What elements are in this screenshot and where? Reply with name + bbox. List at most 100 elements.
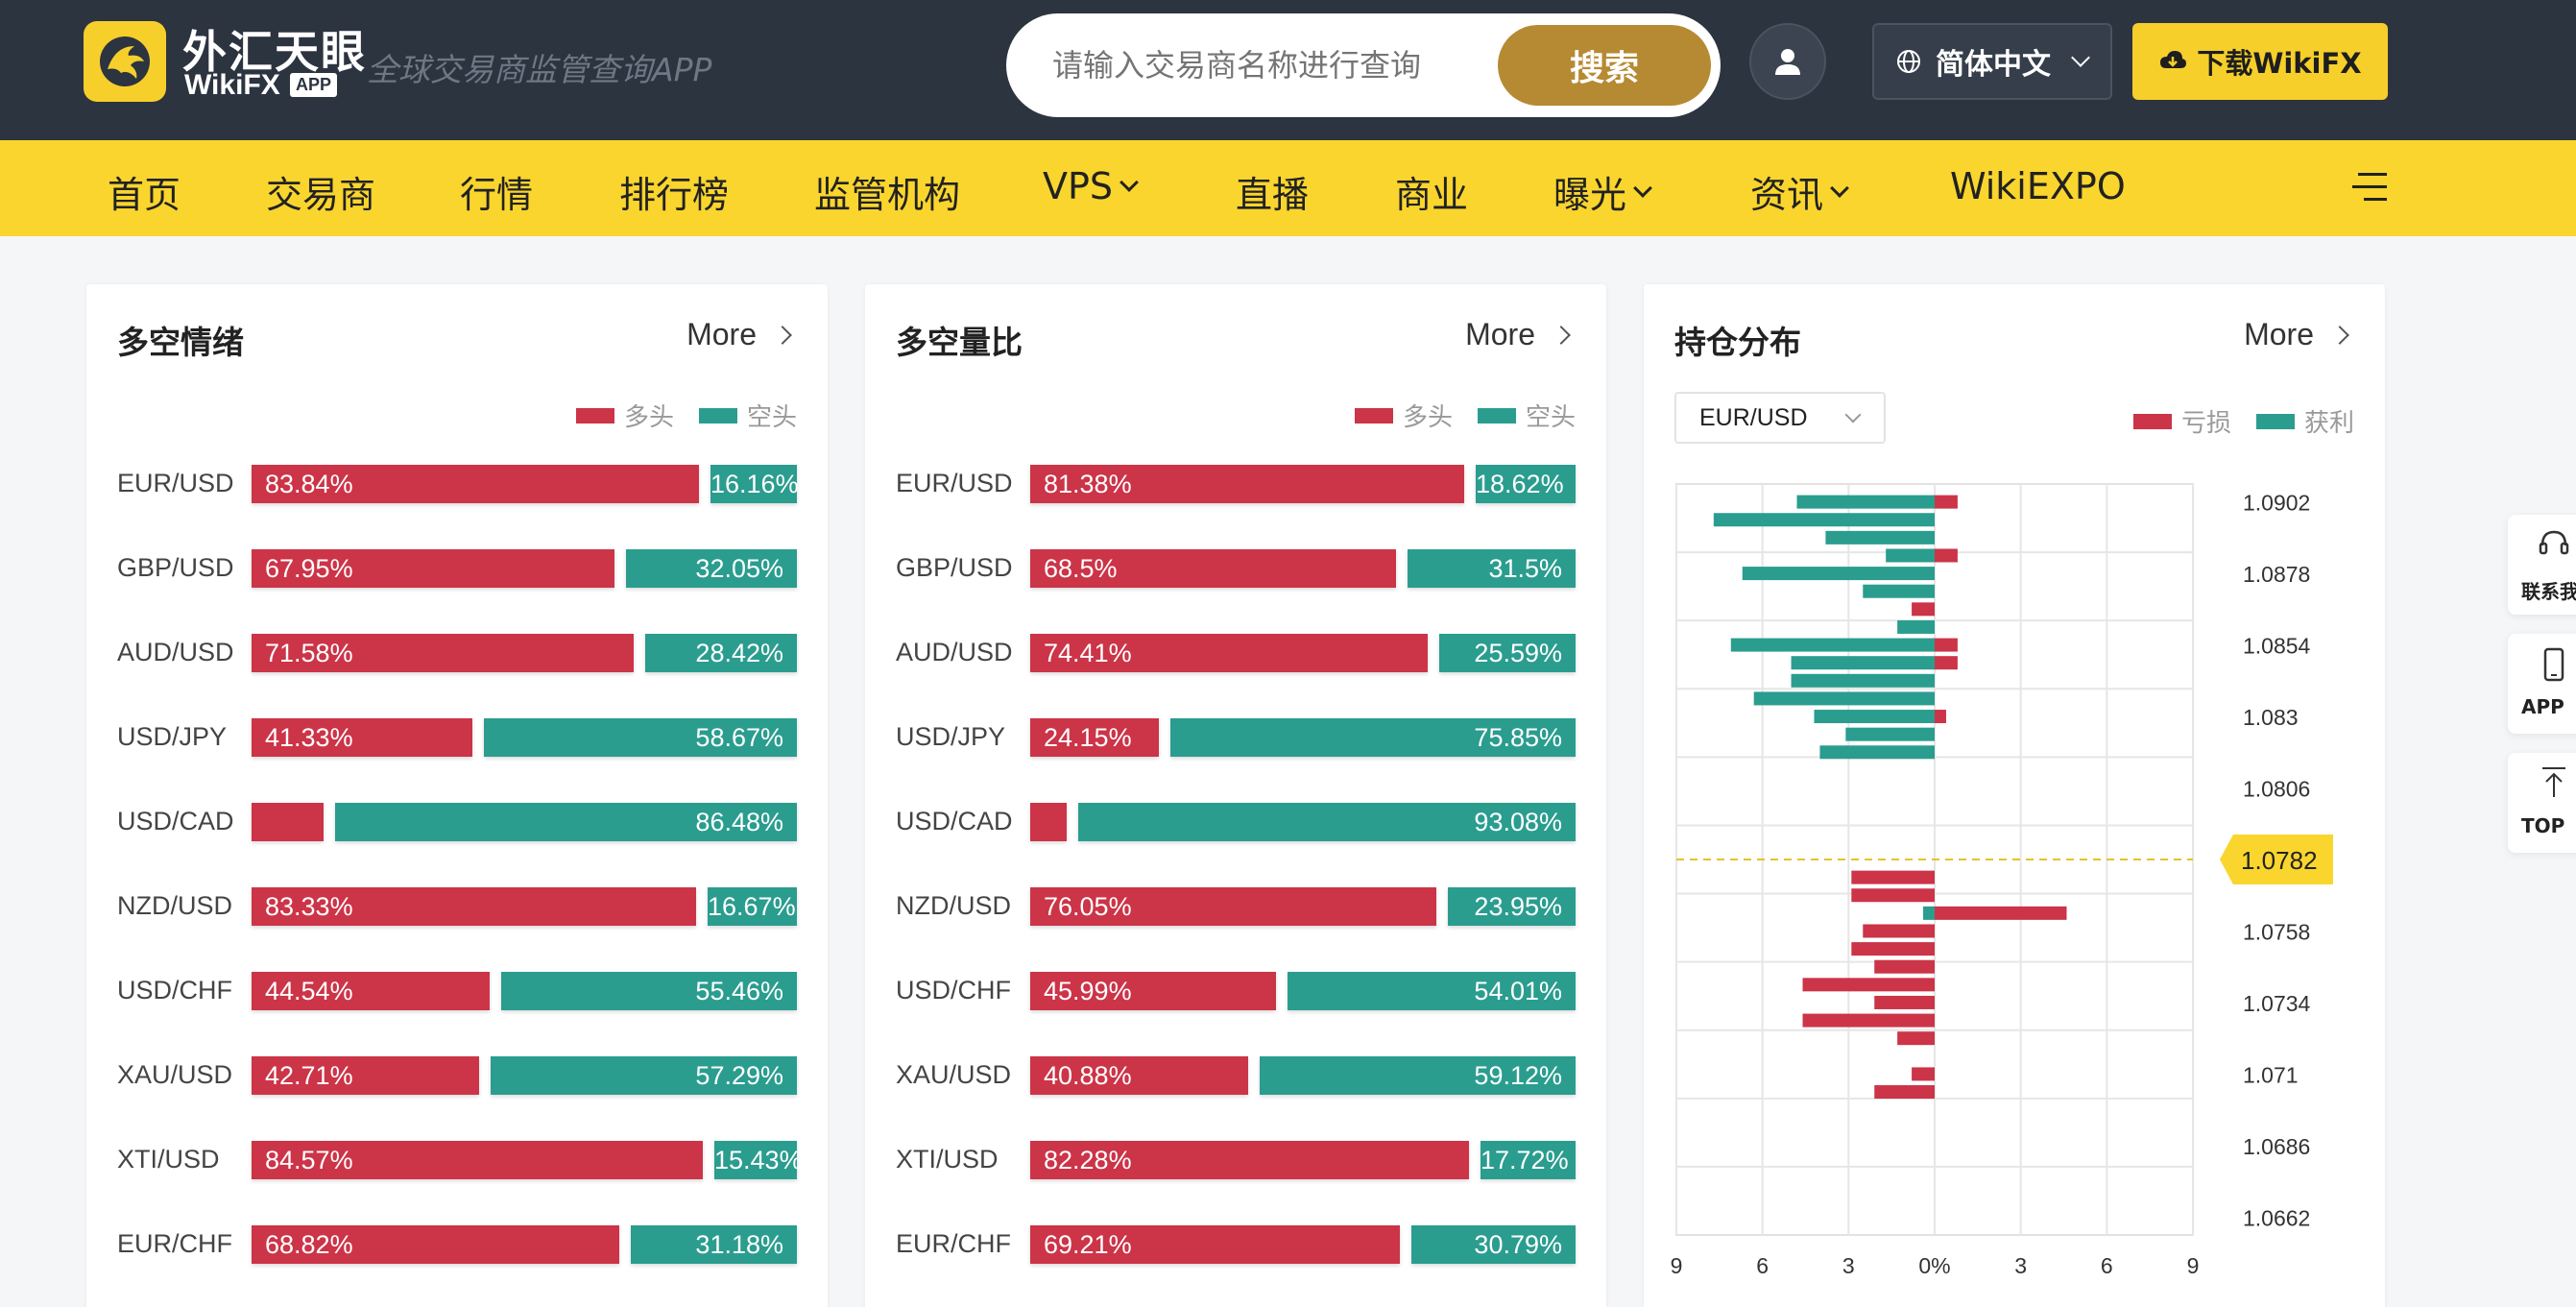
bar-row: USD/CAD 93.08% (865, 803, 1606, 841)
profit-bar (1897, 619, 1935, 634)
legend-swatch-loss (2132, 413, 2172, 429)
bar-row: GBP/USD 68.5% 31.5% (865, 549, 1606, 588)
long-bar (252, 803, 324, 841)
nav-label: 首页 (108, 174, 181, 216)
profit-bar (1730, 638, 1935, 652)
loss-bar (1802, 978, 1935, 992)
x-tick-label: 3 (1842, 1253, 1855, 1278)
menu-icon[interactable] (2352, 173, 2387, 202)
pair-label: EUR/USD (117, 469, 234, 497)
nav-item-live[interactable]: 直播 (1236, 165, 1309, 218)
x-tick-label: 3 (2014, 1253, 2027, 1278)
cloud-download-icon (2160, 51, 2187, 68)
positions-card: 持仓分布 More EUR/USD 亏损 获利 1.0782 1.0902 1.08… (1644, 284, 2385, 1307)
loss-bar (1935, 638, 1958, 652)
loss-bar (1802, 1013, 1935, 1028)
short-bar: 54.01% (1288, 972, 1576, 1010)
nav-item-vps[interactable]: VPS (1043, 165, 1139, 207)
legend-label-loss: 亏损 (2180, 409, 2231, 438)
search-button[interactable]: 搜索 (1498, 25, 1711, 106)
long-bar: 71.58% (252, 634, 634, 672)
search-input[interactable] (1052, 42, 1494, 88)
card-title: 持仓分布 (1674, 324, 1801, 361)
logo-title[interactable]: 外汇天眼 (182, 26, 367, 78)
loss-bar (1935, 495, 1958, 509)
logo-brand[interactable]: WikiFX (184, 69, 280, 101)
app-label: APP (2521, 695, 2564, 718)
back-to-top-widget[interactable]: TOP (2508, 753, 2576, 853)
pair-label: AUD/USD (896, 638, 1013, 666)
nav-item-wikiexpo[interactable]: WikiEXPO (1950, 165, 2126, 207)
pair-label: EUR/USD (896, 469, 1013, 497)
profit-bar (1791, 673, 1935, 688)
chevron-down-icon (1119, 173, 1139, 192)
bar-row: GBP/USD 67.95% 32.05% (86, 549, 828, 588)
search-box: 搜索 (1006, 13, 1721, 117)
nav-label: 曝光 (1553, 174, 1627, 216)
nav-item-business[interactable]: 商业 (1395, 165, 1468, 218)
x-tick-label: 6 (2101, 1253, 2113, 1278)
nav-item-home[interactable]: 首页 (108, 165, 181, 218)
bar-row: USD/JPY 41.33% 58.67% (86, 718, 828, 757)
y-tick-label: 1.0902 (2243, 491, 2310, 516)
language-selector[interactable]: 简体中文 (1872, 23, 2112, 100)
y-tick-label: 1.0758 (2243, 919, 2310, 944)
profit-bar (1742, 567, 1935, 581)
long-bar: 67.95% (252, 549, 614, 588)
nav-label: 监管机构 (814, 174, 961, 216)
user-button[interactable] (1749, 23, 1826, 100)
nav-item-market[interactable]: 行情 (460, 165, 533, 218)
loss-bar (1874, 959, 1935, 974)
nav-item-brokers[interactable]: 交易商 (266, 165, 375, 218)
more-label: More (686, 317, 757, 351)
profit-bar (1845, 727, 1935, 741)
chevron-down-icon (2071, 48, 2090, 67)
short-bar: 16.67% (708, 887, 797, 926)
profit-bar (1863, 584, 1935, 598)
nav-item-news[interactable]: 资讯 (1750, 165, 1849, 218)
nav-item-regulators[interactable]: 监管机构 (814, 165, 960, 218)
more-link[interactable]: More (686, 317, 792, 352)
loss-bar (1935, 710, 1946, 724)
profit-bar (1819, 745, 1935, 760)
profit-bar (1796, 495, 1935, 509)
language-label: 简体中文 (1936, 48, 2051, 82)
app-widget[interactable]: APP (2508, 634, 2576, 734)
pair-label: EUR/CHF (117, 1229, 232, 1258)
short-bar: 16.16% (710, 465, 799, 503)
symbol-select[interactable]: EUR/USD (1674, 392, 1886, 444)
legend: 亏损 获利 (2132, 403, 2354, 439)
loss-bar (1851, 870, 1935, 884)
short-bar: 30.79% (1411, 1225, 1576, 1264)
download-label: 下载WikiFX (2197, 47, 2362, 80)
short-bar: 18.62% (1476, 465, 1576, 503)
long-bar: 42.71% (252, 1056, 479, 1095)
bar-row: AUD/USD 74.41% 25.59% (865, 634, 1606, 672)
legend-label-short: 空头 (1525, 403, 1576, 432)
main-nav: 首页 交易商 行情 排行榜 监管机构 VPS 直播 商业 曝光 资讯 WikiE… (0, 140, 2576, 236)
long-bar: 40.88% (1030, 1056, 1248, 1095)
y-tick-label: 1.0878 (2243, 562, 2310, 587)
legend-label-profit: 获利 (2303, 409, 2354, 438)
nav-item-ranking[interactable]: 排行榜 (619, 165, 729, 218)
more-link[interactable]: More (2244, 317, 2349, 352)
profit-bar (1814, 710, 1935, 724)
short-bar: 23.95% (1448, 887, 1576, 926)
bar-row: NZD/USD 83.33% 16.67% (86, 887, 828, 926)
bar-row: EUR/USD 81.38% 18.62% (865, 465, 1606, 503)
nav-label: 商业 (1395, 174, 1469, 216)
current-price-tag (2220, 835, 2333, 884)
download-button[interactable]: 下载WikiFX (2132, 23, 2388, 100)
short-bar: 31.18% (631, 1225, 797, 1264)
contact-widget[interactable]: 联系我 (2508, 515, 2576, 615)
long-bar: 81.38% (1030, 465, 1464, 503)
more-link[interactable]: More (1465, 317, 1571, 352)
nav-item-exposure[interactable]: 曝光 (1553, 165, 1652, 218)
pair-label: XTI/USD (896, 1145, 999, 1174)
long-bar: 82.28% (1030, 1141, 1469, 1179)
y-tick-label: 1.0662 (2243, 1205, 2310, 1230)
logo-eagle-icon[interactable] (84, 21, 166, 102)
loss-bar (1897, 1031, 1935, 1046)
nav-label: VPS (1043, 165, 1114, 207)
chevron-down-icon (1830, 178, 1849, 198)
